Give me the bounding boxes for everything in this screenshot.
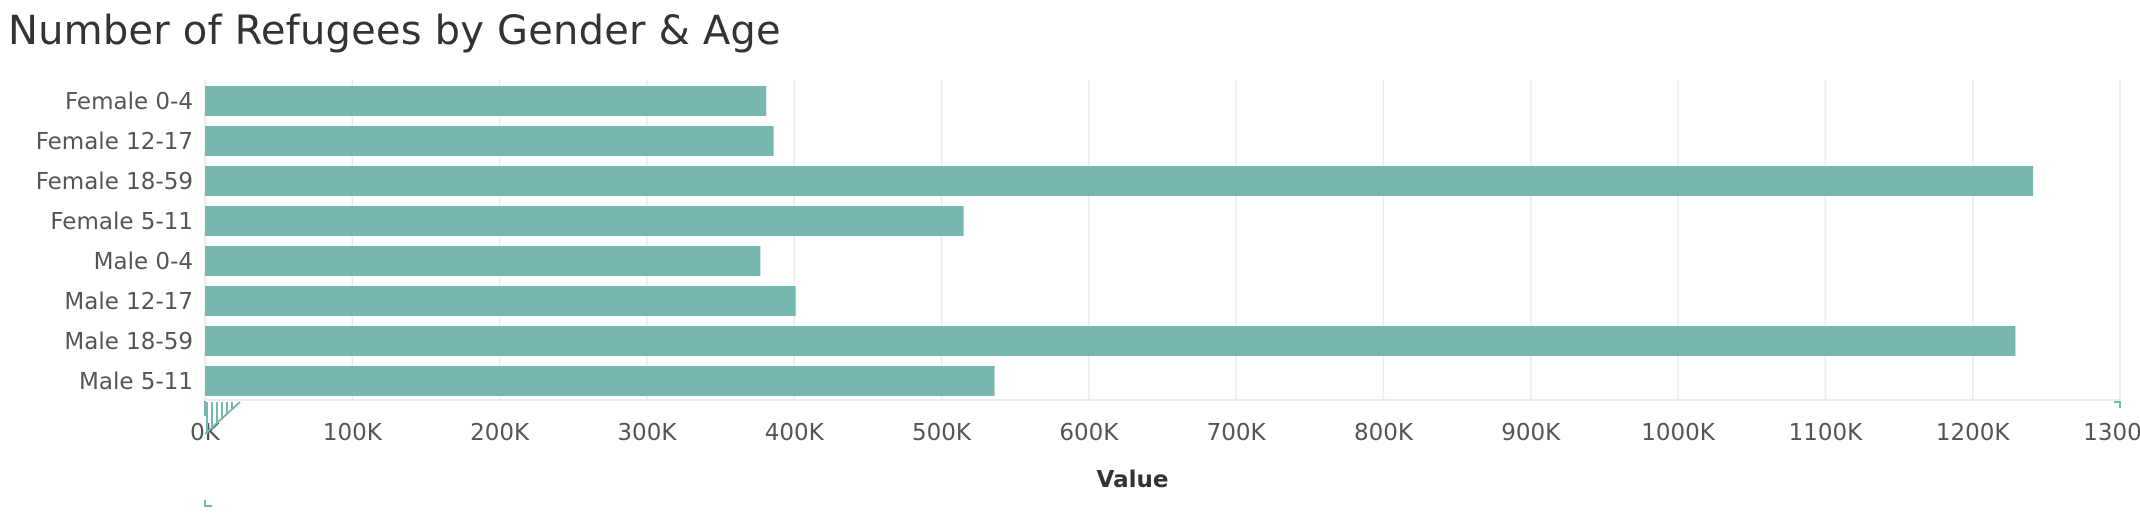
tick-label: 300K: [617, 420, 677, 446]
bar[interactable]: [205, 126, 774, 156]
hatch-edge: [204, 401, 241, 435]
tick-label: 700K: [1207, 420, 1267, 446]
tick-label: 200K: [470, 420, 530, 446]
tick-label: 900K: [1501, 420, 1561, 446]
category-label: Male 5-11: [79, 369, 193, 395]
bar[interactable]: [205, 286, 796, 316]
category-label: Male 0-4: [94, 249, 193, 275]
category-labels: Female 0-4 Female 12-17 Female 18-59 Female…: [36, 89, 193, 395]
tick-label: 500K: [912, 420, 972, 446]
tick-label: 1000K: [1641, 420, 1716, 446]
tick-label: 1100K: [1789, 420, 1864, 446]
x-axis-ticks: 0K 100K 200K 300K 400K 500K 600K 700K 800K 900K 10…: [190, 420, 2140, 446]
bar[interactable]: [205, 366, 995, 396]
axis-decorations: [204, 401, 2121, 507]
bar[interactable]: [205, 326, 2016, 356]
category-label: Female 18-59: [36, 169, 193, 195]
tick-label: 1300K: [2083, 420, 2140, 446]
bar[interactable]: [205, 166, 2034, 196]
x-axis-title: Value: [1097, 467, 1169, 493]
tick-label: 400K: [765, 420, 825, 446]
bar[interactable]: [205, 86, 767, 116]
chart-title: Number of Refugees by Gender & Age: [8, 8, 781, 54]
corner-mark: [204, 500, 212, 507]
bar[interactable]: [205, 206, 964, 236]
tick-label: 800K: [1354, 420, 1414, 446]
category-label: Female 0-4: [65, 89, 193, 115]
bar[interactable]: [205, 246, 761, 276]
category-label: Male 18-59: [64, 329, 193, 355]
tick-label: 100K: [323, 420, 383, 446]
category-label: Female 5-11: [50, 209, 193, 235]
corner-mark: [2114, 401, 2121, 408]
category-label: Male 12-17: [64, 289, 193, 315]
tick-label: 1200K: [1936, 420, 2011, 446]
bars: [205, 86, 2034, 396]
category-label: Female 12-17: [36, 129, 193, 155]
tick-label: 600K: [1059, 420, 1119, 446]
